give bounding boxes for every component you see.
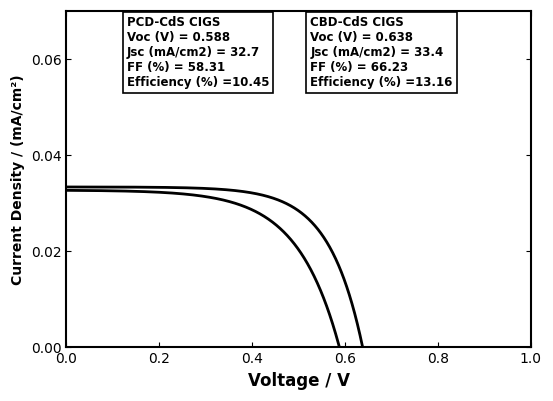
Text: CBD-CdS CIGS
Voc (V) = 0.638
Jsc (mA/cm2) = 33.4
FF (%) = 66.23
Efficiency (%) =: CBD-CdS CIGS Voc (V) = 0.638 Jsc (mA/cm2… bbox=[310, 16, 452, 89]
X-axis label: Voltage / V: Voltage / V bbox=[248, 372, 349, 390]
Text: PCD-CdS CIGS
Voc (V) = 0.588
Jsc (mA/cm2) = 32.7
FF (%) = 58.31
Efficiency (%) =: PCD-CdS CIGS Voc (V) = 0.588 Jsc (mA/cm2… bbox=[127, 16, 269, 89]
Y-axis label: Current Density / (mA/cm²): Current Density / (mA/cm²) bbox=[11, 74, 25, 285]
